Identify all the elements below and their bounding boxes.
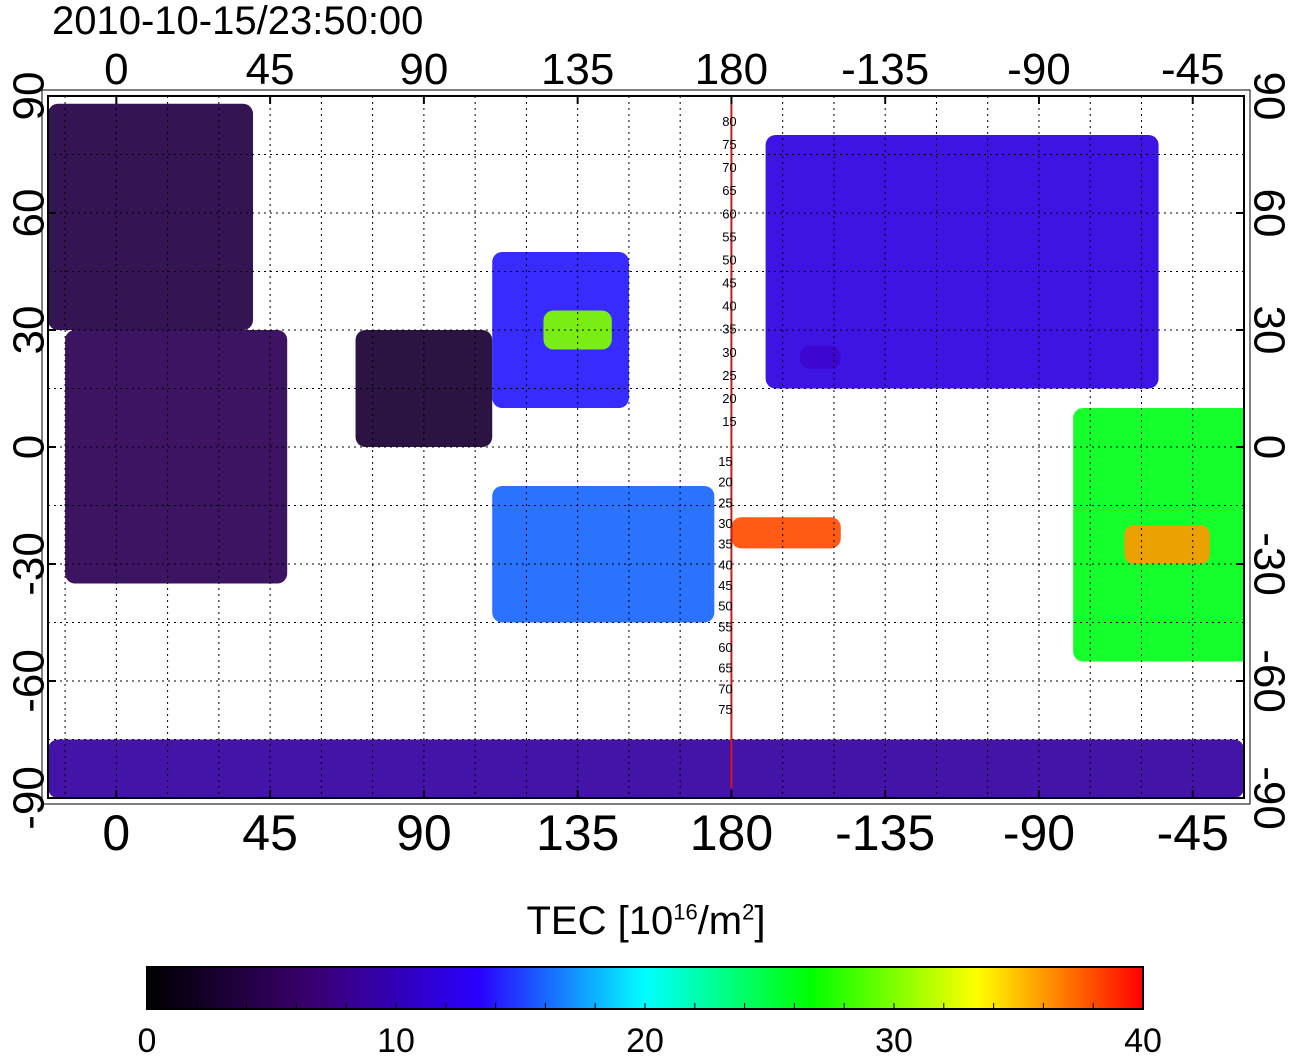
colorbar-tick-label: 40 (1124, 1022, 1162, 1057)
meridian-label-south: 30 (718, 516, 732, 531)
colorbar-title-mid: /m (697, 899, 743, 943)
lon-tick-top: -90 (1007, 45, 1071, 94)
meridian-label-south: 70 (718, 681, 732, 696)
lat-tick-right: 60 (1244, 189, 1292, 238)
lon-tick-top: 45 (246, 45, 295, 94)
lon-tick-bottom: 90 (396, 805, 452, 861)
tec-region (65, 330, 288, 584)
tec-colorbar: 0 10 20 30 40 (138, 966, 1162, 1057)
lat-tick-right: 0 (1244, 435, 1292, 459)
meridian-label-south: 25 (718, 495, 732, 510)
lon-tick-top: 135 (541, 45, 614, 94)
lat-tick-right: -90 (1244, 766, 1292, 830)
tec-region (355, 330, 493, 447)
lat-tick-left: 30 (5, 306, 54, 355)
meridian-label-north: 50 (722, 252, 736, 267)
lon-tick-top: 0 (104, 45, 128, 94)
colorbar-title: TEC [1016/m2] (0, 898, 1292, 944)
meridian-label-north: 35 (722, 322, 736, 337)
colorbar-tick-label: 10 (377, 1022, 415, 1057)
meridian-label-south: 75 (718, 702, 732, 717)
lat-tick-right: 30 (1244, 306, 1292, 355)
colorbar-title-suffix: ] (754, 899, 766, 943)
meridian-label-south: 45 (718, 578, 732, 593)
lat-tick-left: -30 (5, 532, 54, 596)
lon-tick-bottom: 135 (536, 805, 619, 861)
tec-region (765, 135, 1159, 389)
lat-tick-right: -30 (1244, 532, 1292, 596)
tec-region (1124, 525, 1210, 564)
lon-tick-bottom: -45 (1157, 805, 1229, 861)
meridian-label-south: 15 (718, 454, 732, 469)
meridian-label-north: 15 (722, 414, 736, 429)
colorbar-title-exp2: 2 (742, 899, 755, 925)
colorbar-tick-label: 20 (626, 1022, 664, 1057)
colorbar-title-prefix: TEC [10 (526, 899, 674, 943)
meridian-label-south: 60 (718, 640, 732, 655)
colorbar-tick-label: 0 (138, 1022, 157, 1057)
lat-tick-left: 60 (5, 189, 54, 238)
meridian-label-south: 20 (718, 475, 732, 490)
lat-tick-right: 90 (1244, 72, 1292, 121)
tec-region (492, 486, 715, 623)
meridian-label-south: 35 (718, 537, 732, 552)
tec-map (48, 103, 1244, 798)
lat-tick-left: 0 (5, 435, 54, 459)
map-grid (48, 96, 1244, 798)
map-timestamp: 2010-10-15/23:50:00 (52, 0, 424, 43)
tec-region (48, 739, 1244, 798)
meridian-label-north: 75 (722, 137, 736, 152)
meridian-label-north: 20 (722, 391, 736, 406)
colorbar-tick-label: 30 (875, 1022, 913, 1057)
meridian-label-south: 50 (718, 599, 732, 614)
lon-tick-top: 90 (399, 45, 448, 94)
tec-region (731, 517, 841, 549)
colorbar-gradient (146, 966, 1144, 1010)
lon-tick-top: 180 (695, 45, 768, 94)
lat-tick-left: -90 (5, 766, 54, 830)
lon-tick-bottom: -90 (1003, 805, 1075, 861)
meridian-180-line: 80 75 70 65 60 55 50 45 40 35 30 25 20 15 15 20 25 30 35 40… (718, 104, 737, 788)
meridian-label-north: 60 (722, 206, 736, 221)
meridian-label-north: 55 (722, 229, 736, 244)
map-axes: 0 45 90 135 180 -135 -90 -450 45 90 135 180 -135 -90-… (5, 45, 1292, 861)
lat-tick-right: -60 (1244, 649, 1292, 713)
meridian-label-south: 55 (718, 619, 732, 634)
lon-tick-top: -135 (841, 45, 929, 94)
meridian-label-north: 70 (722, 160, 736, 175)
meridian-label-south: 40 (718, 557, 732, 572)
meridian-label-north: 40 (722, 299, 736, 314)
meridian-label-north: 25 (722, 368, 736, 383)
lon-tick-bottom: -135 (835, 805, 935, 861)
lat-tick-left: 90 (5, 72, 54, 121)
meridian-label-south: 65 (718, 661, 732, 676)
meridian-label-north: 80 (722, 114, 736, 129)
meridian-label-north: 45 (722, 276, 736, 291)
plot-outer-border (41, 89, 1251, 805)
lon-tick-top: -45 (1161, 45, 1225, 94)
meridian-label-north: 65 (722, 183, 736, 198)
colorbar-title-exp1: 16 (673, 899, 698, 925)
tec-region (48, 103, 254, 330)
lon-tick-bottom: 45 (242, 805, 298, 861)
lon-tick-bottom: 0 (102, 805, 130, 861)
lon-tick-bottom: 180 (690, 805, 773, 861)
lat-tick-left: -60 (5, 649, 54, 713)
meridian-label-north: 30 (722, 345, 736, 360)
